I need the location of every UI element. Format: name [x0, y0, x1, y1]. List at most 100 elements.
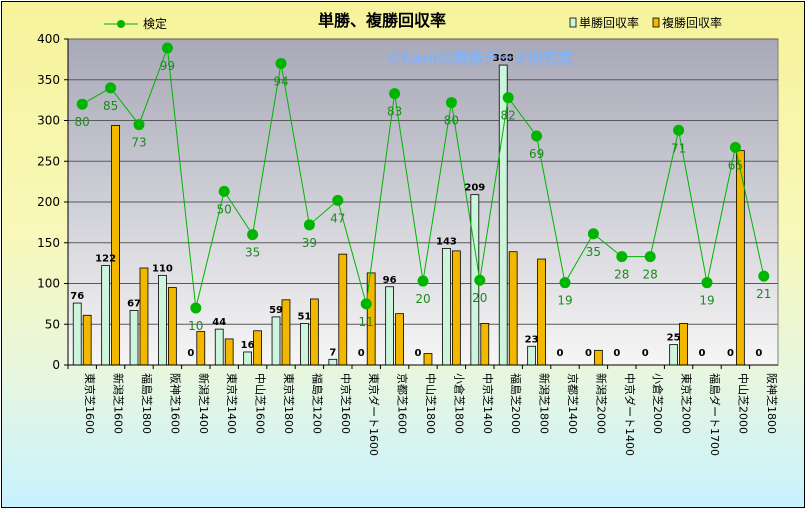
data-label-kentei: 39 [302, 236, 317, 250]
data-label-kentei: 20 [472, 291, 487, 305]
data-label-tansho: 0 [613, 348, 620, 359]
kentei-marker [701, 277, 713, 289]
bar-fukusho [82, 314, 92, 366]
x-axis: 東京芝1600 新潟芝1600 福島芝1800 阪神芝1600 新潟芝1400 東京芝14… [67, 364, 779, 456]
x-tick-label: 小倉芝2000 [651, 373, 665, 434]
kentei-marker [303, 219, 315, 231]
kentei-marker [729, 141, 741, 153]
data-label-tansho: 51 [297, 311, 311, 322]
kentei-marker [559, 277, 571, 289]
kentei-marker [218, 185, 230, 197]
data-label-tansho: 0 [585, 348, 592, 359]
data-label-tansho: 0 [557, 348, 564, 359]
legend-kentei-marker [117, 20, 125, 28]
kentei-marker [360, 298, 372, 310]
kentei-marker [502, 92, 514, 104]
data-label-tansho: 7 [329, 347, 336, 358]
y-tick-label: 300 [37, 114, 60, 128]
bar-fukusho [196, 331, 206, 366]
data-label-kentei: 73 [131, 136, 146, 150]
kentei-marker [531, 130, 543, 142]
data-label-tansho: 76 [70, 291, 84, 302]
data-label-kentei: 19 [699, 294, 714, 308]
data-label-tansho: 368 [493, 53, 514, 64]
data-label-kentei: 69 [529, 147, 544, 161]
kentei-marker [587, 228, 599, 240]
bar-fukusho [111, 124, 120, 366]
bar-fukusho [594, 349, 603, 366]
data-label-tansho: 16 [241, 340, 255, 351]
x-tick-label: 小倉芝1800 [452, 373, 466, 434]
bar-tansho [442, 248, 451, 366]
y-tick-label: 100 [37, 277, 60, 291]
data-label-kentei: 80 [444, 114, 459, 128]
bar-fukusho [480, 323, 490, 366]
bar-fukusho [451, 250, 461, 366]
data-label-tansho: 0 [642, 348, 649, 359]
x-tick-label: 中京芝1600 [339, 373, 353, 434]
x-tick-label: 東京芝1400 [225, 373, 239, 434]
kentei-marker [332, 194, 344, 206]
kentei-marker [133, 119, 145, 131]
data-label-tansho: 143 [436, 236, 457, 247]
data-label-kentei: 19 [557, 294, 572, 308]
bar-tansho [527, 345, 537, 366]
x-tick-label: 中山芝1600 [254, 373, 267, 434]
data-label-tansho: 0 [755, 348, 762, 359]
y-axis: 0 50 100 150 200 250 300 350 400 [37, 32, 69, 372]
data-label-tansho: 67 [127, 298, 141, 309]
data-label-kentei: 28 [614, 268, 629, 282]
data-label-kentei: 35 [245, 246, 260, 260]
bar-fukusho [395, 313, 404, 366]
y-tick-label: 350 [37, 73, 60, 87]
data-label-kentei: 47 [330, 211, 345, 225]
x-tick-label: 京都芝1400 [566, 373, 580, 434]
x-tick-label: 新潟芝2000 [594, 373, 608, 434]
kentei-marker [389, 88, 401, 100]
chart-title: 単勝、複勝回収率 [318, 11, 446, 30]
x-tick-label: 中山芝1800 [424, 373, 437, 434]
bar-tansho [158, 274, 167, 366]
kentei-marker [445, 97, 457, 109]
data-label-tansho: 0 [699, 348, 706, 359]
data-label-kentei: 82 [501, 109, 516, 123]
data-label-tansho: 44 [212, 317, 226, 328]
kentei-marker [758, 270, 770, 282]
data-label-tansho: 23 [525, 334, 539, 345]
data-label-kentei: 83 [387, 105, 402, 119]
x-tick-label: 新潟芝1800 [538, 373, 552, 434]
kentei-marker [190, 302, 202, 314]
kentei-marker [644, 251, 656, 263]
bar-tansho [328, 358, 338, 366]
y-tick-label: 50 [45, 317, 60, 331]
data-label-tansho: 59 [269, 305, 283, 316]
data-label-kentei: 99 [160, 59, 175, 73]
data-label-tansho: 0 [727, 348, 734, 359]
x-tick-label: 中京ダート1400 [623, 373, 637, 456]
bar-fukusho [281, 299, 291, 366]
data-label-kentei: 85 [103, 99, 118, 113]
x-tick-label: 東京芝1800 [282, 373, 296, 434]
x-tick-label: 阪神芝1600 [168, 373, 182, 434]
bar-tansho [271, 316, 281, 366]
data-label-tansho: 0 [358, 348, 365, 359]
data-label-kentei: 11 [359, 315, 374, 329]
bar-tansho [385, 286, 395, 366]
x-tick-label: 中山芝2000 [736, 373, 749, 434]
kentei-marker [474, 274, 486, 286]
x-tick-label: 新潟芝1600 [112, 373, 126, 434]
legend-fukusho-swatch [652, 17, 660, 28]
data-label-kentei: 10 [188, 319, 203, 333]
data-label-kentei: 20 [415, 292, 430, 306]
x-tick-label: 京都芝1600 [396, 373, 410, 434]
bar-fukusho [679, 323, 688, 366]
kentei-marker [247, 229, 259, 241]
bar-fukusho [508, 251, 518, 366]
bar-tansho [243, 351, 252, 366]
kentei-marker [616, 251, 628, 263]
kentei-marker [161, 42, 173, 54]
x-tick-label: 東京芝2000 [680, 373, 694, 434]
x-tick-label: 福島ダート1700 [708, 373, 722, 456]
